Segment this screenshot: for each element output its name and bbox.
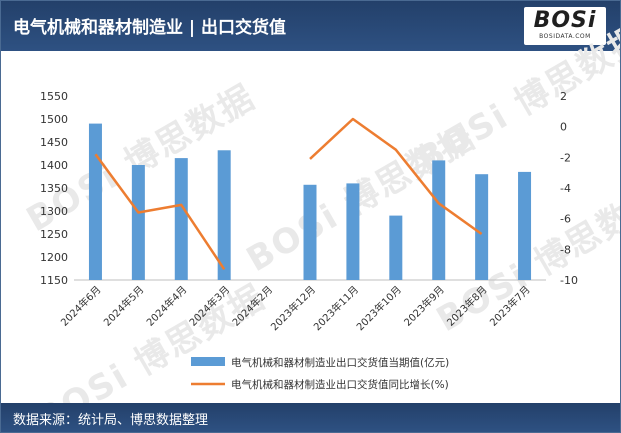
bar — [131, 165, 145, 280]
x-tick-label: 2024年6月 — [58, 283, 104, 329]
x-tick-label: 2023年9月 — [401, 283, 447, 329]
y-left-tick-label: 1450 — [40, 136, 68, 149]
logo-subtext: BOSIDATA.COM — [539, 33, 591, 40]
legend-label-line: 电气机械和器材制造业出口交货值同比增长(%) — [231, 378, 449, 391]
y-left-tick-label: 1300 — [40, 205, 68, 218]
x-tick-label: 2023年7月 — [487, 283, 533, 329]
data-source-note: 数据来源：统计局、博思数据整理 — [13, 413, 209, 428]
legend-label-bar: 电气机械和器材制造业出口交货值当期值(亿元) — [231, 356, 449, 369]
bar-series — [88, 123, 532, 280]
footer-bar: 数据来源：统计局、博思数据整理 — [1, 403, 620, 432]
y-left-tick-label: 1200 — [40, 251, 68, 264]
y-right-tick-label: -8 — [560, 243, 571, 256]
brand-logo: BOSi BOSIDATA.COM — [524, 7, 606, 45]
bar — [346, 183, 360, 280]
y-left-tick-label: 1250 — [40, 228, 68, 241]
x-tick-label: 2024年4月 — [144, 283, 190, 329]
x-tick-label: 2023年10月 — [354, 283, 404, 333]
y-left-tick-label: 1500 — [40, 113, 68, 126]
page-title: 电气机械和器材制造业 | 出口交货值 — [13, 18, 287, 38]
logo-text: BOSi — [533, 8, 597, 33]
bar — [475, 174, 489, 280]
bar — [217, 150, 231, 280]
y-right-tick-label: -4 — [560, 182, 571, 195]
legend: 电气机械和器材制造业出口交货值当期值(亿元) 电气机械和器材制造业出口交货值同比… — [191, 356, 449, 391]
y-right-tick-label: -10 — [560, 274, 578, 287]
bar — [174, 158, 188, 280]
y-right-tick-label: 0 — [560, 121, 567, 134]
y-right-tick-label: 2 — [560, 90, 567, 103]
chart-svg: 1150 1200 1250 1300 1350 1400 1450 1500 1550 -10 -… — [40, 90, 578, 391]
bar — [518, 171, 532, 280]
bar — [389, 215, 403, 280]
x-tick-label: 2023年12月 — [268, 283, 318, 333]
line-series — [94, 117, 483, 270]
x-tick-label: 2023年8月 — [444, 283, 490, 329]
x-tick-label: 2024年3月 — [186, 283, 232, 329]
y-left-tick-label: 1350 — [40, 182, 68, 195]
bar — [303, 184, 317, 280]
header-bar: 电气机械和器材制造业 | 出口交货值 BOSi BOSIDATA.COM — [1, 1, 620, 51]
series-line — [94, 153, 226, 270]
y-right-tick-label: -6 — [560, 213, 571, 226]
x-tick-label: 2024年2月 — [229, 283, 275, 329]
y-left-tick-label: 1150 — [40, 274, 68, 287]
series-line — [309, 117, 483, 236]
bar — [432, 160, 446, 280]
bar — [88, 123, 102, 280]
y-left-tick-label: 1400 — [40, 159, 68, 172]
legend-swatch-bar — [191, 357, 225, 366]
y-right-tick-label: -2 — [560, 151, 571, 164]
x-tick-label: 2023年11月 — [311, 283, 361, 333]
x-tick-label: 2024年5月 — [101, 283, 147, 329]
y-left-tick-label: 1550 — [40, 90, 68, 103]
